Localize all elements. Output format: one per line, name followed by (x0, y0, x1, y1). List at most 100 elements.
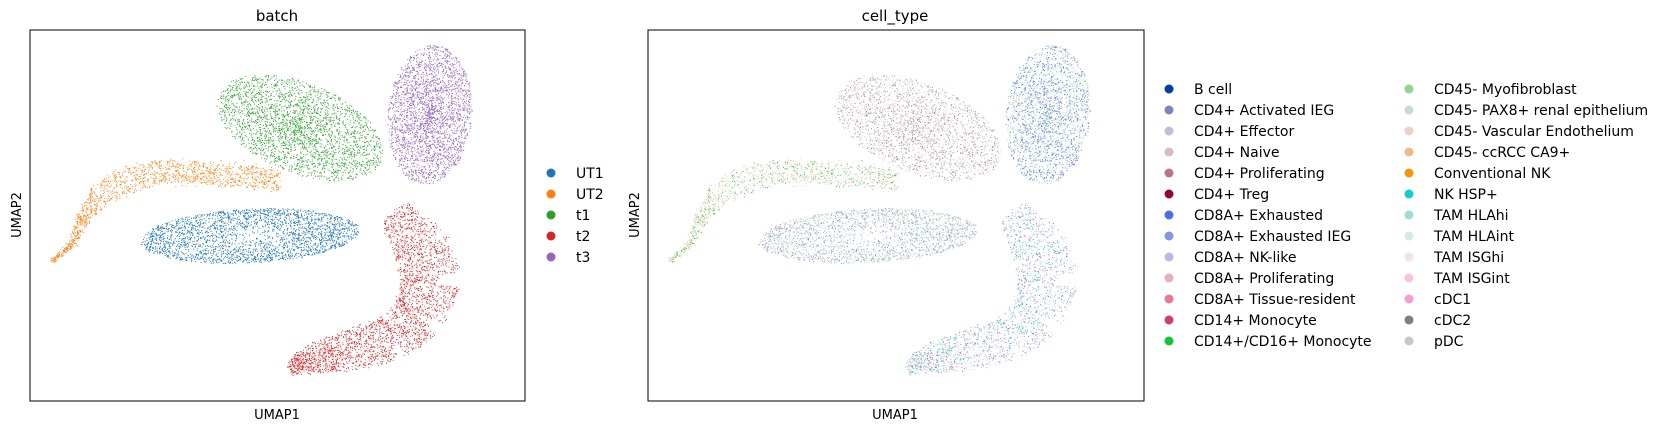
scatter-point (312, 153, 314, 155)
scatter-point (299, 221, 301, 223)
scatter-point (257, 184, 259, 187)
scatter-point (354, 233, 356, 235)
scatter-point (321, 245, 323, 247)
scatter-point (289, 214, 291, 216)
scatter-point (233, 249, 235, 251)
scatter-point (271, 223, 273, 225)
scatter-point (341, 223, 343, 226)
scatter-point (260, 209, 262, 211)
scatter-point (328, 221, 331, 223)
scatter-point (351, 221, 354, 223)
scatter-point (317, 252, 319, 255)
scatter-point (345, 166, 347, 168)
scatter-point (287, 211, 289, 213)
scatter-point (280, 227, 282, 229)
scatter-point (365, 128, 367, 130)
scatter-point (272, 220, 274, 222)
scatter-point (159, 243, 161, 245)
scatter-point (345, 228, 347, 230)
scatter-point (113, 192, 115, 194)
scatter-point (249, 247, 251, 249)
scatter-point (254, 181, 256, 183)
scatter-point (252, 227, 254, 229)
scatter-point (269, 180, 271, 182)
scatter-point (366, 161, 368, 163)
scatter-point (283, 212, 286, 214)
scatter-point (104, 191, 106, 193)
scatter-point (161, 248, 163, 250)
scatter-point (219, 249, 221, 251)
scatter-point (306, 166, 308, 168)
scatter-point (275, 216, 277, 218)
scatter-point (320, 240, 322, 242)
scatter-point (210, 225, 212, 227)
scatter-point (260, 84, 263, 86)
scatter-point (65, 248, 67, 250)
scatter-point (122, 192, 124, 194)
scatter-point (223, 169, 225, 172)
scatter-point (236, 129, 238, 131)
scatter-point (242, 246, 244, 248)
scatter-point (332, 172, 335, 175)
scatter-point (245, 182, 247, 184)
scatter-point (207, 251, 210, 253)
scatter-point (222, 244, 224, 246)
scatter-point (110, 184, 113, 186)
scatter-point (323, 216, 325, 218)
scatter-point (85, 207, 87, 209)
scatter-point (297, 214, 299, 216)
scatter-point (212, 183, 214, 185)
scatter-point (283, 245, 285, 247)
scatter-point (265, 174, 267, 176)
scatter-point (255, 179, 257, 181)
scatter-point (174, 219, 176, 221)
scatter-point (323, 151, 325, 154)
scatter-point (182, 169, 184, 171)
scatter-point (96, 197, 98, 199)
scatter-point (277, 224, 279, 227)
scatter-point (149, 246, 151, 248)
scatter-point (268, 246, 271, 248)
scatter-point (193, 248, 195, 250)
scatter-point (237, 184, 239, 186)
scatter-point (213, 225, 215, 227)
scatter-point (254, 185, 256, 187)
scatter-point (267, 217, 269, 219)
scatter-point (84, 218, 86, 220)
scatter-point (143, 243, 145, 245)
scatter-point (288, 217, 290, 219)
scatter-point (323, 214, 325, 216)
scatter-point (265, 243, 267, 245)
scatter-point (324, 223, 326, 225)
scatter-point (173, 227, 175, 229)
scatter-point (56, 256, 59, 258)
scatter-point (167, 235, 169, 237)
scatter-point (103, 188, 105, 190)
scatter-point (254, 214, 256, 216)
scatter-point (195, 261, 197, 263)
scatter-point (274, 176, 276, 178)
scatter-point (219, 229, 221, 231)
scatter-point (249, 234, 251, 236)
scatter-point (280, 214, 282, 216)
scatter-point (247, 127, 249, 129)
scatter-point (350, 236, 352, 238)
scatter-point (244, 146, 246, 148)
scatter-point (77, 232, 80, 234)
scatter-point (215, 175, 218, 177)
scatter-point (154, 159, 156, 162)
scatter-point (329, 137, 332, 139)
scatter-point (90, 212, 92, 214)
scatter-point (258, 252, 260, 255)
scatter-point (170, 234, 172, 236)
scatter-point (83, 205, 85, 207)
scatter-point (312, 145, 314, 147)
scatter-point (231, 177, 233, 179)
scatter-point (238, 212, 240, 214)
scatter-point (238, 79, 240, 81)
scatter-point (334, 225, 336, 227)
scatter-point (311, 235, 313, 237)
scatter-point (288, 170, 290, 172)
scatter-point (353, 231, 355, 233)
scatter-point (300, 224, 302, 226)
